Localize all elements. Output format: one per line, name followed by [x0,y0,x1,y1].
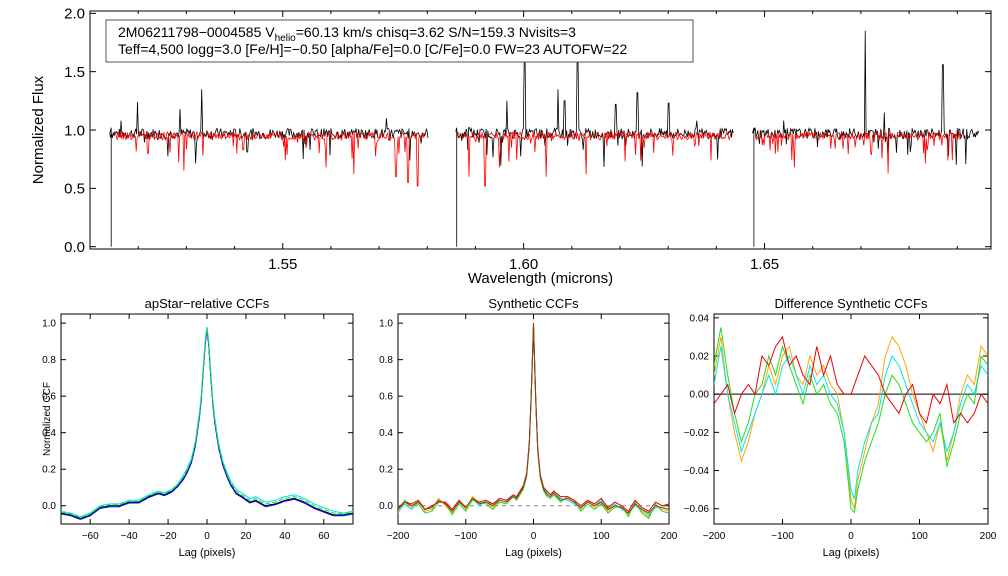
ccf-series-line [398,324,669,514]
ccf-series-line [714,335,988,425]
x-tick-label: 200 [661,531,678,542]
x-tick-label: −60 [82,531,99,542]
y-tick-label: 1.5 [64,64,85,81]
y-tick-label: −0.06 [684,504,710,515]
x-axis-label: Lag (pixels) [179,547,236,559]
y-tick-label: 1.0 [64,122,85,139]
y-axis-label: Normalized CCF [42,382,53,456]
y-tick-label: 0.2 [42,465,56,476]
panel-title: apStar−relative CCFs [145,296,270,311]
x-tick-label: −100 [454,531,477,542]
x-tick-label: 60 [318,531,330,542]
x-tick-label: 100 [593,531,610,542]
x-tick-label: −20 [160,531,177,542]
y-tick-label: 0.8 [379,355,393,366]
x-tick-label: −40 [121,531,138,542]
observed-spectrum-line [109,89,429,247]
observed-spectrum-line [455,59,734,247]
synthetic-fit-line [755,130,963,174]
x-tick-label: −100 [771,531,794,542]
ccf-series-line [714,346,988,500]
plot-frame [713,313,989,525]
ccf-series-line [714,327,988,514]
y-axis-label: Normalized Flux [30,75,47,184]
legend-subscript: helio [275,33,297,44]
ccf-series-line [61,327,353,519]
x-tick-label: −200 [703,531,726,542]
y-tick-label: 0.0 [379,501,393,512]
y-tick-label: 0.02 [690,352,710,363]
y-tick-label: 0.00 [690,390,710,401]
ccf-series-line [61,328,353,520]
legend-line-2: Teff=4,500 logg=3.0 [Fe/H]=−0.50 [alpha/… [118,41,627,57]
x-tick-label: 200 [980,531,997,542]
y-tick-label: −0.02 [684,428,710,439]
plot-frame [397,313,670,525]
y-tick-label: 0.6 [379,392,393,403]
synthetic-fit-line [113,130,426,187]
x-axis-label: Lag (pixels) [823,547,880,559]
y-tick-label: 0.0 [64,239,85,256]
plot-frame [60,313,354,525]
y-tick-label: 1.0 [379,319,393,330]
main-spectrum-panel: 1.55 1.60 1.65 0.0 0.5 1.0 1.5 2.0 Wavelength (m… [30,6,992,287]
x-tick-label: 1.55 [268,256,297,273]
legend-frame [105,19,694,63]
y-tick-label: 2.0 [64,6,85,23]
panel-title: Difference Synthetic CCFs [775,296,928,311]
x-tick-label: 1.65 [750,256,779,273]
y-tick-label: 0.8 [42,355,56,366]
legend-star-id: 2M06211798−0004585 V [118,24,275,40]
legend-line-1: 2M06211798−0004585 Vhelio=60.13 km/s chi… [118,24,576,44]
x-tick-label: −200 [387,531,410,542]
legend-box: 2M06211798−0004585 Vhelio=60.13 km/s chi… [105,19,694,63]
x-axis-label: Wavelength (microns) [468,270,613,287]
x-tick-label: 1.60 [509,256,538,273]
y-tick-label: 0.2 [379,465,393,476]
panel-title: Synthetic CCFs [488,296,579,311]
x-tick-label: 0 [531,531,537,542]
x-tick-label: 100 [911,531,928,542]
synthetic-ccf-panel: −200 −100 0 100 200 0.0 0.2 0.4 0.6 0.8 1.0 Synthet… [379,296,678,559]
y-tick-label: 0.6 [42,392,56,403]
x-axis-label: Lag (pixels) [505,547,562,559]
ccf-series-line [61,329,353,520]
x-tick-label: 20 [240,531,252,542]
apstar-relative-ccf-panel: −60 −40 −20 0 20 40 60 0.0 0.2 0.4 0.6 0.8 1.0 apStar… [42,296,354,559]
x-tick-label: 40 [279,531,291,542]
synthetic-fit-line [458,130,732,187]
ccf-series-line [61,326,353,518]
ccf-series-line [398,324,669,518]
x-tick-label: 0 [848,531,854,542]
ccf-series-line [398,323,669,512]
observed-spectrum-line [752,30,980,247]
y-tick-label: 0.4 [379,428,393,439]
y-tick-label: 0.0 [42,501,56,512]
x-tick-label: 0 [204,531,210,542]
y-tick-label: 0.5 [64,181,85,198]
y-tick-label: 0.4 [42,428,56,439]
ccf-series-line [714,335,988,509]
y-tick-label: −0.04 [684,466,710,477]
legend-velocity-stats: =60.13 km/s chisq=3.62 S/N=159.3 Nvisits… [296,24,576,40]
difference-synthetic-ccf-panel: −200 −100 0 100 200 −0.06 −0.04 −0.02 0.00 0.02 0.… [684,296,997,559]
ccf-series-line [398,323,669,516]
y-tick-label: 0.04 [690,313,710,324]
ccf-series-line [398,326,669,520]
y-tick-label: 1.0 [42,319,56,330]
